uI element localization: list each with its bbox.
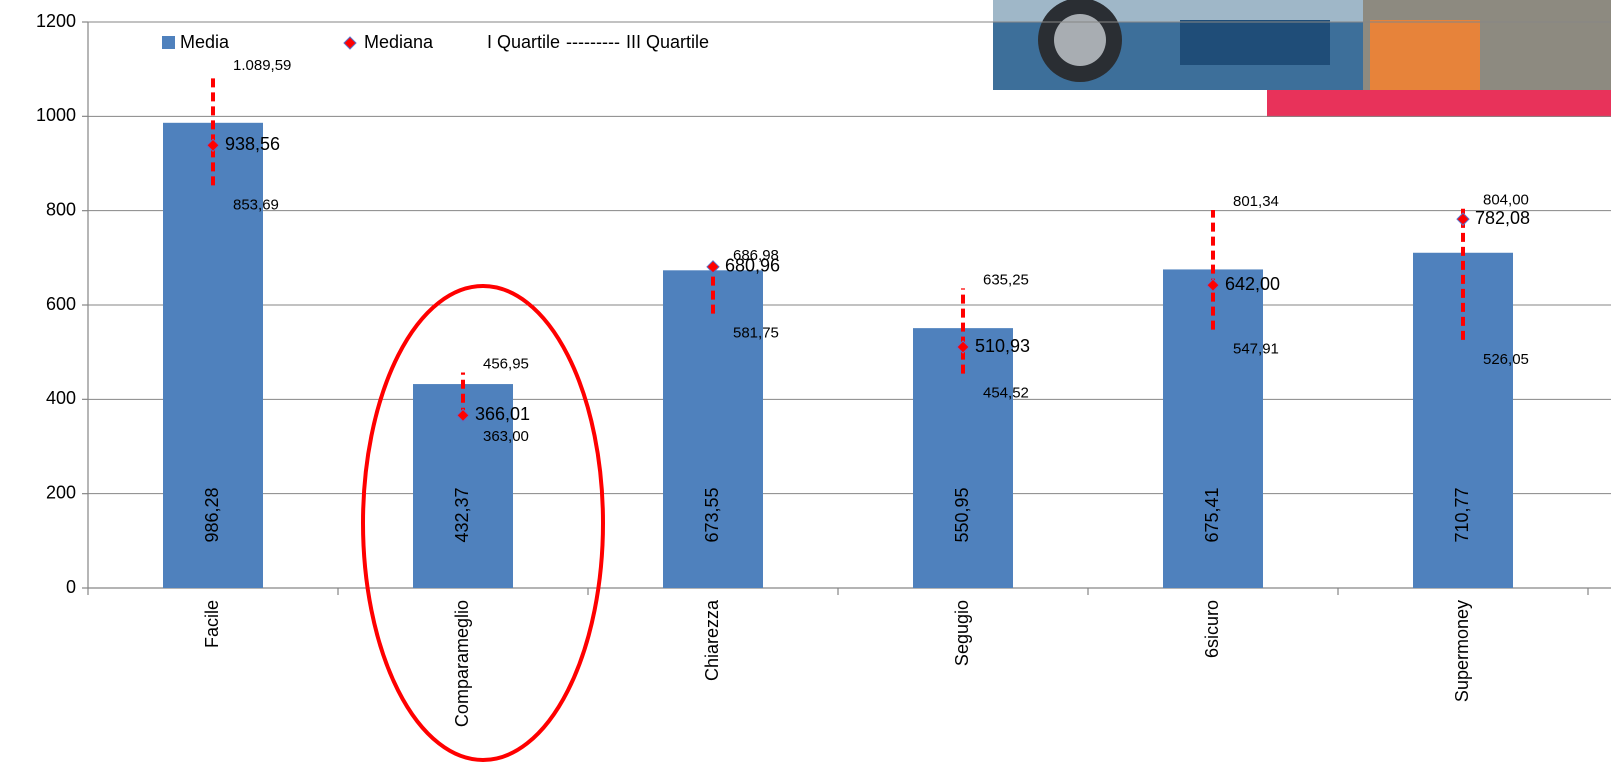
median-marker bbox=[1456, 212, 1470, 226]
median-label: 642,00 bbox=[1225, 274, 1280, 294]
q3-label: 801,34 bbox=[1233, 193, 1279, 210]
q1-label: 363,00 bbox=[483, 428, 529, 445]
bar-value-label: 432,37 bbox=[452, 487, 472, 542]
x-tick-label: Comparameglio bbox=[452, 600, 472, 727]
y-tick-label: 0 bbox=[66, 577, 76, 597]
q3-label: 635,25 bbox=[983, 271, 1029, 288]
median-marker bbox=[706, 260, 720, 274]
legend-label: Mediana bbox=[364, 32, 434, 52]
bar-value-label: 550,95 bbox=[952, 487, 972, 542]
median-marker bbox=[456, 408, 470, 423]
legend-label: I Quartile --------- III Quartile bbox=[487, 32, 709, 52]
legend-label: I Quartile bbox=[487, 32, 560, 52]
bar-value-label: 986,28 bbox=[202, 487, 222, 542]
bar-value-label: 673,55 bbox=[702, 487, 722, 542]
y-tick-label: 800 bbox=[46, 199, 76, 219]
median-marker bbox=[956, 340, 970, 354]
x-tick-label: Supermoney bbox=[1452, 600, 1472, 702]
legend-swatch bbox=[343, 36, 357, 50]
q1-label: 853,69 bbox=[233, 196, 279, 213]
q3-label: 1.089,59 bbox=[233, 57, 291, 74]
bar bbox=[163, 122, 263, 589]
q3-label: 804,00 bbox=[1483, 192, 1529, 209]
median-label: 366,01 bbox=[475, 404, 530, 424]
legend-label: Media bbox=[180, 32, 230, 52]
y-tick-label: 200 bbox=[46, 482, 76, 502]
median-marker bbox=[1206, 278, 1220, 292]
median-label: 680,96 bbox=[725, 256, 780, 276]
median-label: 938,56 bbox=[225, 134, 280, 154]
legend-label: III Quartile bbox=[626, 32, 709, 52]
median-label: 782,08 bbox=[1475, 208, 1530, 228]
median-label: 510,93 bbox=[975, 336, 1030, 356]
x-tick-label: Facile bbox=[202, 600, 222, 648]
q1-label: 526,05 bbox=[1483, 351, 1529, 368]
photo bbox=[993, 0, 1611, 117]
q3-label: 456,95 bbox=[483, 355, 529, 372]
q1-label: 547,91 bbox=[1233, 341, 1279, 358]
median-marker bbox=[206, 138, 220, 153]
q1-label: 454,52 bbox=[983, 385, 1029, 402]
bar-value-label: 675,41 bbox=[1202, 487, 1222, 542]
x-tick-label: 6sicuro bbox=[1202, 600, 1222, 658]
q1-label: 581,75 bbox=[733, 325, 779, 342]
y-tick-label: 1000 bbox=[36, 105, 76, 125]
q3-label: 686,98 bbox=[733, 247, 779, 264]
legend-separator: --------- bbox=[566, 32, 620, 52]
x-tick-label: Segugio bbox=[952, 600, 972, 666]
y-tick-label: 600 bbox=[46, 294, 76, 314]
y-tick-label: 400 bbox=[46, 388, 76, 408]
y-tick-label: 1200 bbox=[36, 11, 76, 31]
highlight-ellipse bbox=[361, 284, 605, 762]
x-tick-label: Chiarezza bbox=[702, 599, 722, 681]
legend-swatch bbox=[162, 36, 175, 49]
bar-value-label: 710,77 bbox=[1452, 487, 1472, 542]
bar bbox=[663, 270, 763, 588]
